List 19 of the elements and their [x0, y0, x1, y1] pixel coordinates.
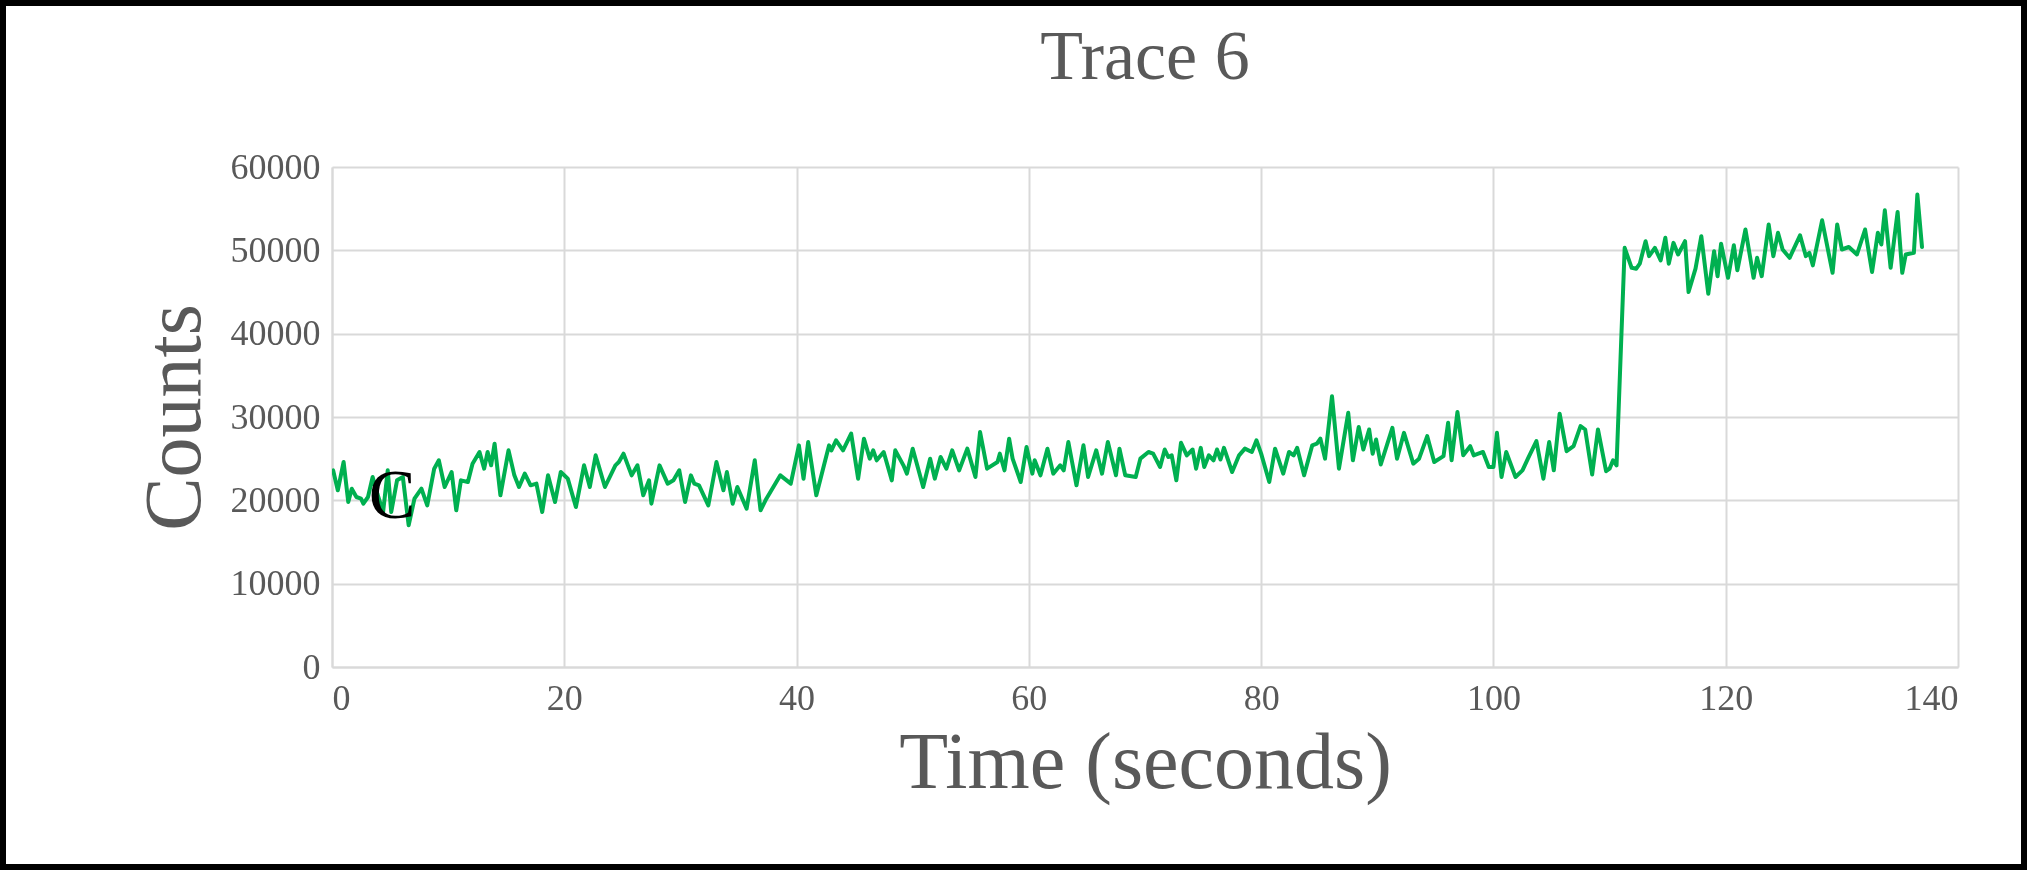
x-tick-label: 20	[546, 677, 583, 718]
x-tick-label: 60	[1011, 677, 1048, 718]
y-tick-label: 20000	[230, 479, 321, 520]
y-tick-label: 50000	[230, 229, 321, 270]
x-tick-label: 40	[779, 677, 816, 718]
x-tick-label: 80	[1243, 677, 1280, 718]
y-axis-title: Counts	[128, 304, 217, 531]
y-tick-label: 0	[302, 646, 321, 687]
x-tick-label: 100	[1466, 677, 1521, 718]
y-tick-label: 10000	[230, 563, 321, 604]
x-tick-label: 0	[332, 677, 351, 718]
x-axis-title: Time (seconds)	[899, 716, 1392, 806]
x-tick-label: 140	[1904, 677, 1959, 718]
chart-title: Trace 6	[1040, 17, 1250, 94]
y-tick-label: 30000	[230, 396, 321, 437]
y-tick-label: 40000	[230, 313, 321, 354]
line-series	[332, 192, 1924, 528]
y-tick-label: 60000	[230, 146, 321, 187]
x-tick-label: 120	[1699, 677, 1754, 718]
